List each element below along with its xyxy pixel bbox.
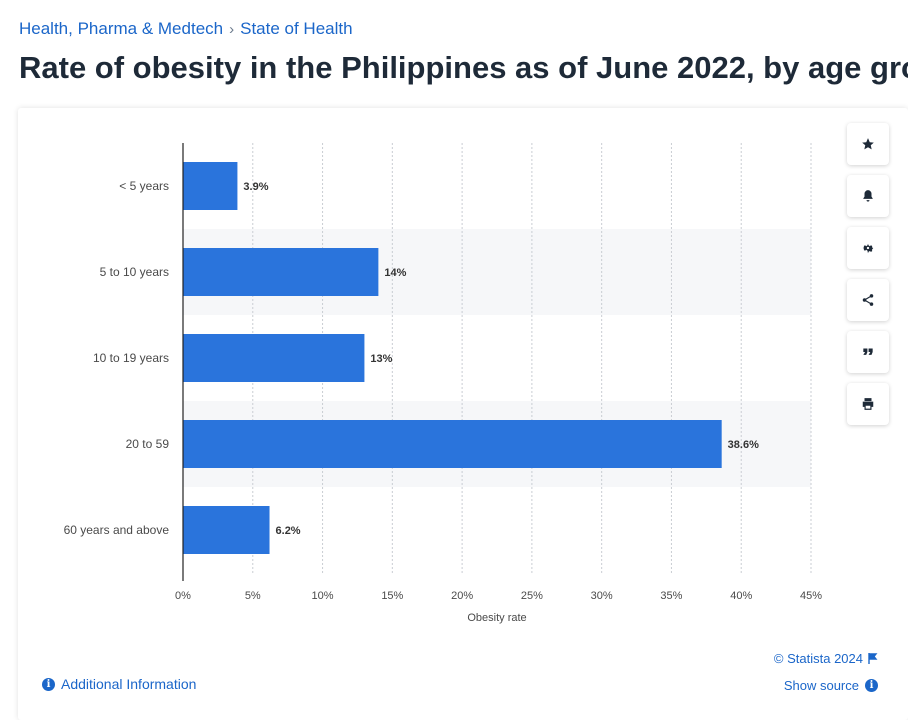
- x-tick-label: 25%: [521, 590, 543, 602]
- bar: [183, 248, 379, 296]
- copyright[interactable]: © Statista 2024: [774, 651, 878, 666]
- category-label: 5 to 10 years: [100, 265, 169, 279]
- bar: [183, 334, 365, 382]
- category-label: 10 to 19 years: [93, 351, 169, 365]
- category-label: < 5 years: [119, 179, 169, 193]
- cite-button[interactable]: [847, 331, 889, 373]
- data-label: 13%: [370, 353, 392, 365]
- gear-icon: [862, 243, 874, 254]
- print-button[interactable]: [847, 383, 889, 425]
- breadcrumb: Health, Pharma & Medtech › State of Health: [19, 19, 353, 39]
- copyright-label: © Statista 2024: [773, 651, 863, 666]
- notification-button[interactable]: [847, 175, 889, 217]
- additional-information-link[interactable]: i Additional Information: [42, 676, 196, 692]
- category-label: 60 years and above: [64, 523, 170, 537]
- x-tick-label: 20%: [451, 590, 473, 602]
- data-label: 3.9%: [243, 181, 268, 193]
- print-icon: [862, 398, 874, 410]
- x-axis-label: Obesity rate: [467, 612, 526, 624]
- x-tick-label: 45%: [800, 590, 822, 602]
- x-tick-label: 15%: [381, 590, 403, 602]
- bar: [183, 506, 270, 554]
- bar: [183, 162, 238, 210]
- breadcrumb-item-health[interactable]: Health, Pharma & Medtech: [19, 19, 224, 38]
- additional-information-label: Additional Information: [61, 676, 197, 692]
- x-tick-label: 0%: [175, 590, 191, 602]
- flag-icon: [868, 653, 878, 664]
- data-label: 6.2%: [276, 525, 301, 537]
- info-icon: i: [865, 679, 878, 692]
- x-tick-label: 40%: [730, 590, 752, 602]
- page-title: Rate of obesity in the Philippines as of…: [19, 50, 908, 85]
- x-tick-label: 10%: [312, 590, 334, 602]
- category-label: 20 to 59: [126, 437, 170, 451]
- star-icon: [862, 138, 874, 150]
- x-tick-label: 5%: [245, 590, 261, 602]
- info-icon: i: [42, 677, 55, 691]
- bar-chart: 3.9% < 5 years 14% 5 to 10 years 13% 10 to 19…: [64, 143, 822, 624]
- chart-toolbar: [847, 123, 889, 425]
- share-icon: [862, 294, 874, 306]
- favorite-button[interactable]: [847, 123, 889, 165]
- data-label: 14%: [384, 267, 406, 279]
- bar: [183, 420, 722, 468]
- breadcrumb-item-state-of-health[interactable]: State of Health: [240, 19, 353, 38]
- bell-icon: [863, 190, 873, 202]
- settings-button[interactable]: [847, 227, 889, 269]
- breadcrumb-separator: ›: [229, 21, 235, 38]
- show-source-label: Show source: [783, 678, 859, 693]
- x-tick-label: 35%: [660, 590, 682, 602]
- chart-card: 3.9% < 5 years 14% 5 to 10 years 13% 10 to 19…: [18, 108, 908, 720]
- data-label: 38.6%: [728, 439, 759, 451]
- show-source-link[interactable]: Show source i: [784, 678, 878, 693]
- x-tick-label: 30%: [591, 590, 613, 602]
- share-button[interactable]: [847, 279, 889, 321]
- quote-icon: [863, 348, 873, 355]
